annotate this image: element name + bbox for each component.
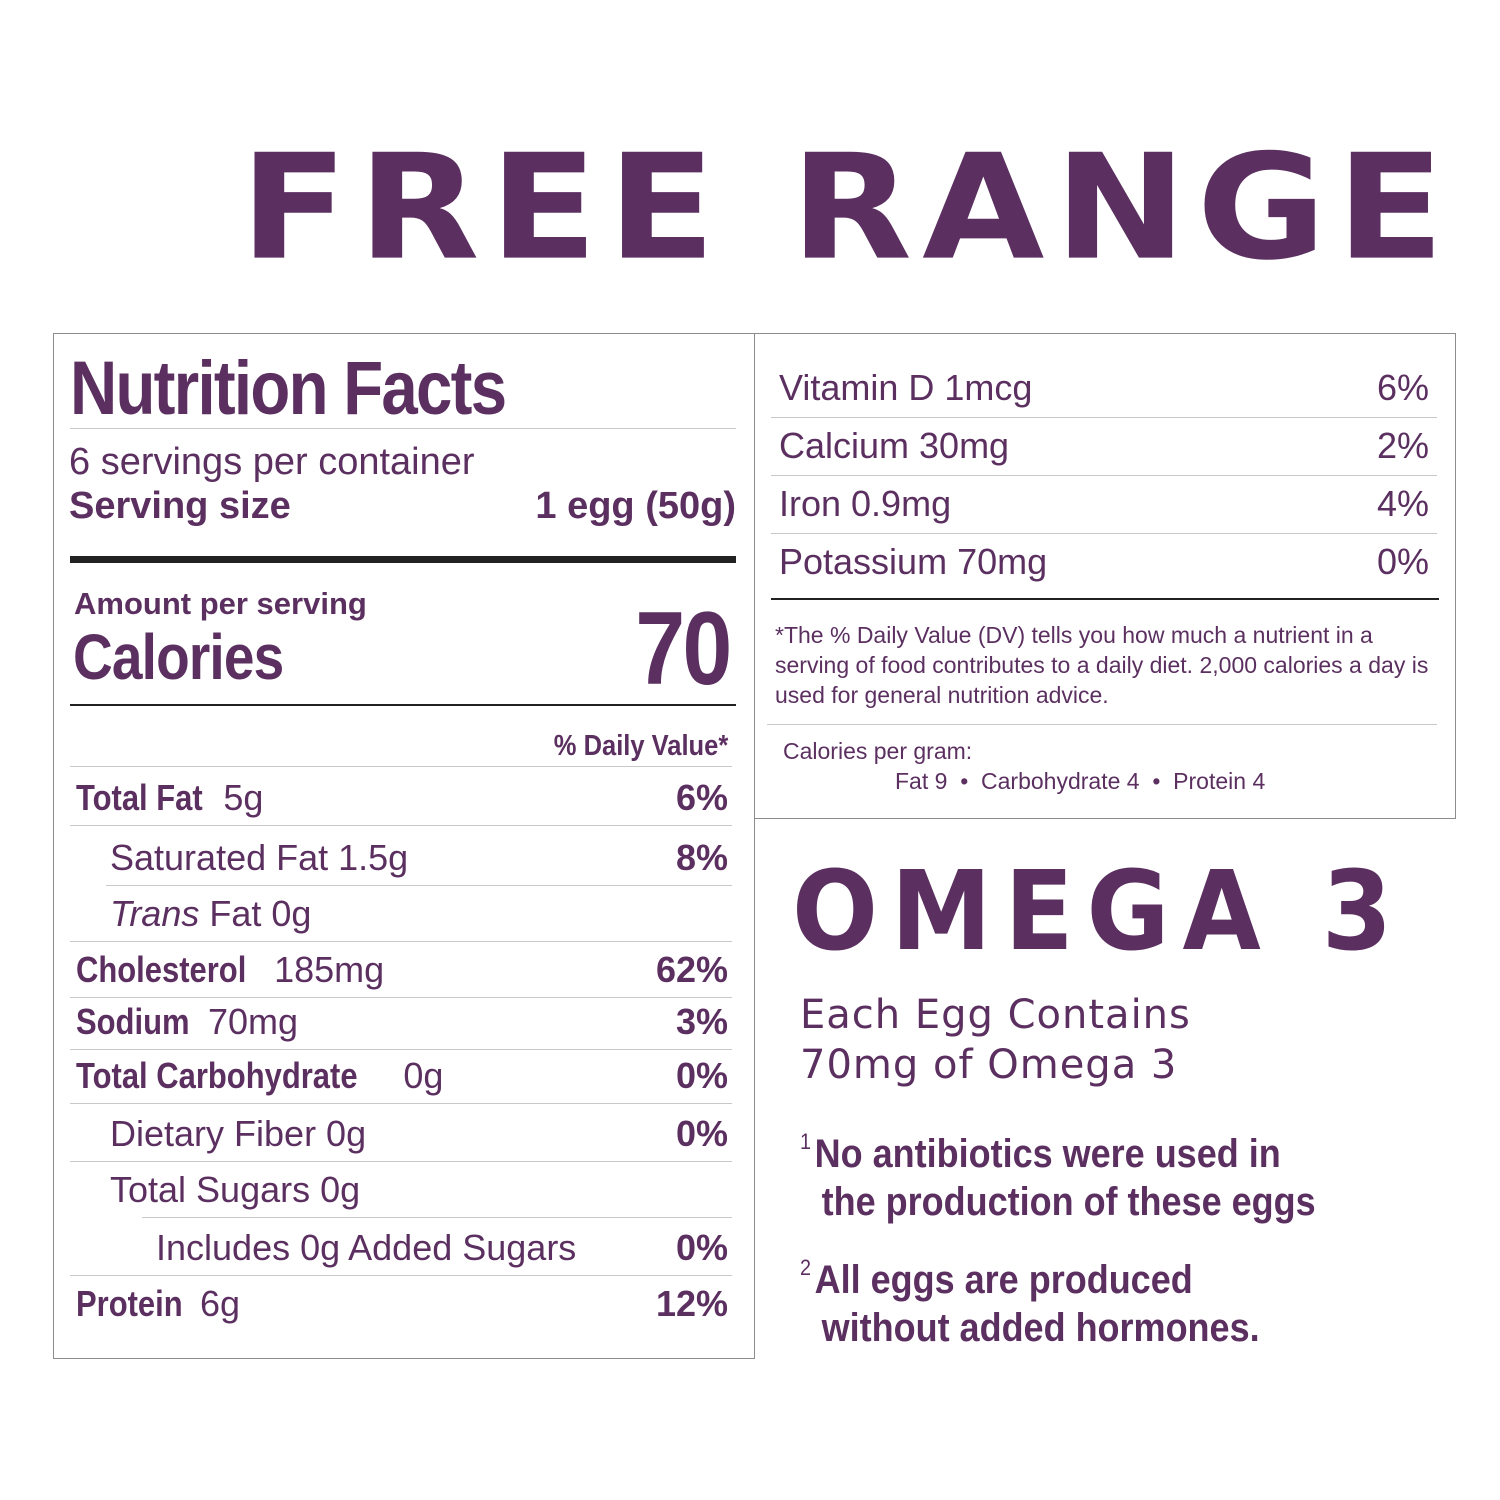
footnote-marker: 2 <box>800 1255 812 1280</box>
claim-line: without added hormones. <box>821 1306 1260 1350</box>
claim-no-antibiotics: 1No antibiotics were used in the product… <box>800 1118 1316 1226</box>
vitamin-label: Calcium 30mg <box>779 425 1010 466</box>
claim-line: All eggs are produced <box>814 1258 1193 1302</box>
nutrient-row-saturated-fat: Saturated Fat 1.5g 8% <box>54 830 754 886</box>
daily-value: 4% <box>1376 483 1429 524</box>
divider <box>70 428 736 429</box>
vitamin-label: Iron 0.9mg <box>779 483 952 524</box>
claim-line: the production of these eggs <box>821 1180 1316 1224</box>
free-range-title: FREE RANGE <box>240 123 1455 293</box>
nutrient-name: Trans <box>110 893 200 934</box>
footnote-marker: 1 <box>800 1129 812 1154</box>
calories-per-gram-label: Calories per gram: <box>783 738 973 764</box>
vitamin-row-calcium: Calcium 30mg 2% <box>771 392 1439 466</box>
vitamin-row-vitamin-d: Vitamin D 1mcg 6% <box>771 334 1439 408</box>
daily-value: 12% <box>655 1283 728 1324</box>
daily-value: 6% <box>1376 367 1429 408</box>
nutrient-name: Total Fat <box>76 777 203 818</box>
nutrient-amount: 5g <box>223 777 264 818</box>
nutrient-row-added-sugars: Includes 0g Added Sugars 0% <box>54 1220 754 1276</box>
daily-value: 0% <box>675 1227 728 1268</box>
vitamins-minerals-panel: Vitamin D 1mcg 6% Calcium 30mg 2% Iron 0… <box>754 333 1456 819</box>
omega-line-2: 70mg of Omega 3 <box>800 1042 1178 1088</box>
divider <box>771 598 1439 600</box>
nutrition-facts-panel: Nutrition Facts 6 servings per container… <box>53 333 755 1359</box>
vitamin-row-potassium: Potassium 70mg 0% <box>771 508 1439 582</box>
nutrient-row-trans-fat: Trans Fat 0g <box>54 886 754 942</box>
thick-divider <box>70 556 736 563</box>
nutrient-amount: Fat 0g <box>209 893 312 934</box>
nutrient-amount: Includes 0g Added Sugars <box>156 1227 577 1268</box>
omega-3-description: Each Egg Contains 70mg of Omega 3 <box>800 990 1191 1090</box>
nutrient-amount: 70mg <box>208 1001 299 1042</box>
nutrient-row-cholesterol: Cholesterol 185mg 62% <box>54 942 754 998</box>
daily-value: 3% <box>675 1001 728 1042</box>
serving-size-value: 1 egg (50g) <box>535 485 736 527</box>
claim-line: No antibiotics were used in <box>814 1132 1281 1176</box>
nutrient-name: Total Carbohydrate <box>76 1055 358 1096</box>
daily-value: 0% <box>675 1055 728 1096</box>
daily-value-header: % Daily Value* <box>553 730 728 762</box>
daily-value-footnote: *The % Daily Value (DV) tells you how mu… <box>775 622 1429 708</box>
serving-size-label: Serving size <box>69 485 291 527</box>
servings-per-container: 6 servings per container <box>69 441 475 483</box>
nutrient-name: Cholesterol <box>76 949 247 990</box>
nutrient-row-total-carbohydrate: Total Carbohydrate 0g 0% <box>54 1048 754 1104</box>
nutrient-amount: 185mg <box>274 949 385 990</box>
calories-value: 70 <box>635 591 733 707</box>
nutrient-amount: Saturated Fat 1.5g <box>110 837 409 878</box>
daily-value: 0% <box>1376 541 1429 582</box>
calories-label: Calories <box>73 621 284 693</box>
daily-value: 62% <box>655 949 728 990</box>
omega-3-heading: OMEGA 3 <box>792 847 1406 975</box>
nutrient-amount: 0g <box>403 1055 444 1096</box>
nutrient-name: Protein <box>76 1283 183 1324</box>
daily-value: 6% <box>675 777 728 818</box>
nutrient-row-protein: Protein 6g 12% <box>54 1276 754 1332</box>
amount-per-serving: Amount per serving <box>74 586 367 621</box>
claim-no-hormones: 2All eggs are produced without added hor… <box>800 1244 1260 1352</box>
vitamin-label: Potassium 70mg <box>779 541 1048 582</box>
nutrient-name: Sodium <box>76 1001 190 1042</box>
nutrient-row-dietary-fiber: Dietary Fiber 0g 0% <box>54 1106 754 1162</box>
calories-per-gram-values: Fat 9 • Carbohydrate 4 • Protein 4 <box>895 768 1266 794</box>
daily-value: 8% <box>675 837 728 878</box>
vitamin-label: Vitamin D 1mcg <box>779 367 1033 408</box>
omega-line-1: Each Egg Contains <box>800 992 1191 1038</box>
daily-value: 2% <box>1376 425 1429 466</box>
nutrient-row-sodium: Sodium 70mg 3% <box>54 994 754 1050</box>
daily-value: 0% <box>675 1113 728 1154</box>
nutrient-amount: Total Sugars 0g <box>110 1169 361 1210</box>
nutrient-amount: Dietary Fiber 0g <box>110 1113 367 1154</box>
nutrient-row-total-sugars: Total Sugars 0g <box>54 1162 754 1218</box>
vitamin-row-iron: Iron 0.9mg 4% <box>771 450 1439 524</box>
nutrition-facts-heading: Nutrition Facts <box>70 346 507 431</box>
divider <box>70 766 732 767</box>
nutrient-amount: 6g <box>200 1283 241 1324</box>
nutrient-row-total-fat: Total Fat 5g 6% <box>54 770 754 826</box>
divider <box>70 704 736 706</box>
